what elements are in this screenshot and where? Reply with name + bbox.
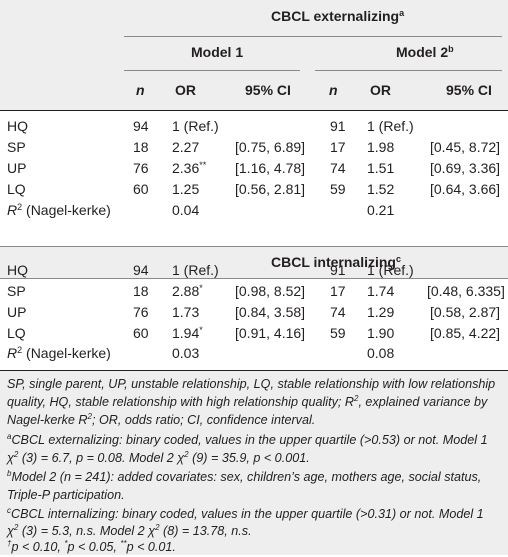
footnote-p-values: †p < 0.10, *p < 0.05, **p < 0.01. xyxy=(7,539,176,555)
int-ci2: [0.85, 4.22] xyxy=(430,325,501,341)
int-ci1: [0.84, 3.58] xyxy=(235,304,306,320)
col-n-1: n xyxy=(136,82,145,98)
footnote-abbreviations-3: Nagel-kerke R2; OR, odds ratio; CI, conf… xyxy=(7,412,316,428)
ext-n2: 59 xyxy=(330,181,346,197)
ext-n1: 60 xyxy=(133,181,149,197)
int-or1: 2.88* xyxy=(172,283,203,299)
int-n1: 94 xyxy=(133,262,149,278)
int-or2: 1 (Ref.) xyxy=(367,262,414,278)
col-n-2: n xyxy=(329,82,338,98)
internalizing-title-rule xyxy=(0,278,508,279)
ext-row-label: UP xyxy=(7,160,27,176)
ext-ci2: [0.69, 3.36] xyxy=(430,160,501,176)
int-n2: 17 xyxy=(330,283,346,299)
group-rule xyxy=(124,36,502,37)
footnote-abbreviations-1: SP, single parent, UP, unstable relation… xyxy=(7,377,496,391)
externalizing-group-title: CBCL externalizinga xyxy=(271,8,405,24)
int-ci2: [0.48, 6.335] xyxy=(427,283,505,299)
footnote-c-2: χ2 (3) = 5.3, n.s. Model 2 χ2 (8) = 13.7… xyxy=(7,523,252,539)
int-n2: 59 xyxy=(330,325,346,341)
model1-header: Model 1 xyxy=(191,44,244,60)
int-ci1: [0.91, 4.16] xyxy=(235,325,306,341)
ext-ci1: [0.56, 2.81] xyxy=(235,181,306,197)
int-ci1: [0.98, 8.52] xyxy=(235,283,306,299)
ext-ci2: [0.45, 8.72] xyxy=(430,139,501,155)
footnote-a-2: χ2 (3) = 6.7, p = 0.08. Model 2 χ2 (9) =… xyxy=(7,450,310,466)
int-r2-label: R2 (Nagel-kerke) xyxy=(7,345,111,361)
int-n1: 60 xyxy=(133,325,149,341)
int-or2: 1.29 xyxy=(367,304,395,320)
ext-r2-m1: 0.04 xyxy=(172,202,200,218)
ext-ci1: [0.75, 6.89] xyxy=(235,139,306,155)
ext-n1: 94 xyxy=(133,118,149,134)
ext-or1: 2.27 xyxy=(172,139,200,155)
ext-n2: 74 xyxy=(330,160,346,176)
int-n1: 76 xyxy=(133,304,149,320)
ext-row-label: HQ xyxy=(7,118,28,134)
col-or-2: OR xyxy=(370,82,391,98)
table-bottom-rule xyxy=(0,370,508,371)
footnote-b-1: bModel 2 (n = 241): added covariates: se… xyxy=(7,469,482,485)
footnote-abbreviations-2: quality, HQ, stable relationship with hi… xyxy=(7,394,488,410)
ext-or1: 1 (Ref.) xyxy=(172,118,219,134)
footnote-c-1: cCBCL internalizing: binary coded, value… xyxy=(7,506,484,522)
ext-or2: 1.98 xyxy=(367,139,395,155)
ext-or2: 1 (Ref.) xyxy=(367,118,414,134)
int-row-label: UP xyxy=(7,304,27,320)
model2-rule xyxy=(315,70,502,71)
int-row-label: SP xyxy=(7,283,26,299)
ext-n2: 17 xyxy=(330,139,346,155)
int-row-label: LQ xyxy=(7,325,26,341)
ext-or1: 2.36** xyxy=(172,160,207,176)
int-or1: 1.94* xyxy=(172,325,203,341)
ext-r2-m2: 0.21 xyxy=(367,202,395,218)
int-or2: 1.74 xyxy=(367,283,395,299)
ext-row-label: SP xyxy=(7,139,26,155)
footnotes-band xyxy=(0,370,508,555)
int-n2: 74 xyxy=(330,304,346,320)
int-or1: 1 (Ref.) xyxy=(172,262,219,278)
ext-or2: 1.52 xyxy=(367,181,395,197)
internalizing-group-title: CBCL internalizingc xyxy=(271,254,401,270)
section-rule xyxy=(0,246,508,247)
model2-header: Model 2b xyxy=(396,44,454,60)
ext-r2-label: R2 (Nagel-kerke) xyxy=(7,202,111,218)
col-ci-2: 95% CI xyxy=(446,82,492,98)
col-or-1: OR xyxy=(175,82,196,98)
ext-n1: 18 xyxy=(133,139,149,155)
int-r2-m1: 0.03 xyxy=(172,345,200,361)
footnote-b-2: Triple-P participation. xyxy=(7,488,125,502)
header-bottom-rule xyxy=(0,110,508,111)
ext-row-label: LQ xyxy=(7,181,26,197)
int-n2: 91 xyxy=(330,262,346,278)
ext-n2: 91 xyxy=(330,118,346,134)
model1-rule xyxy=(124,70,300,71)
ext-ci2: [0.64, 3.66] xyxy=(430,181,501,197)
ext-ci1: [1.16, 4.78] xyxy=(235,160,306,176)
int-r2-m2: 0.08 xyxy=(367,345,395,361)
int-row-label: HQ xyxy=(7,262,28,278)
header-band xyxy=(0,0,508,110)
ext-or2: 1.51 xyxy=(367,160,395,176)
ext-or1: 1.25 xyxy=(172,181,200,197)
col-ci-1: 95% CI xyxy=(245,82,291,98)
footnote-a-1: aCBCL externalizing: binary coded, value… xyxy=(7,432,488,448)
int-or2: 1.90 xyxy=(367,325,395,341)
int-n1: 18 xyxy=(133,283,149,299)
int-ci2: [0.58, 2.87] xyxy=(430,304,501,320)
internalizing-title-band xyxy=(0,246,508,278)
ext-n1: 76 xyxy=(133,160,149,176)
int-or1: 1.73 xyxy=(172,304,200,320)
